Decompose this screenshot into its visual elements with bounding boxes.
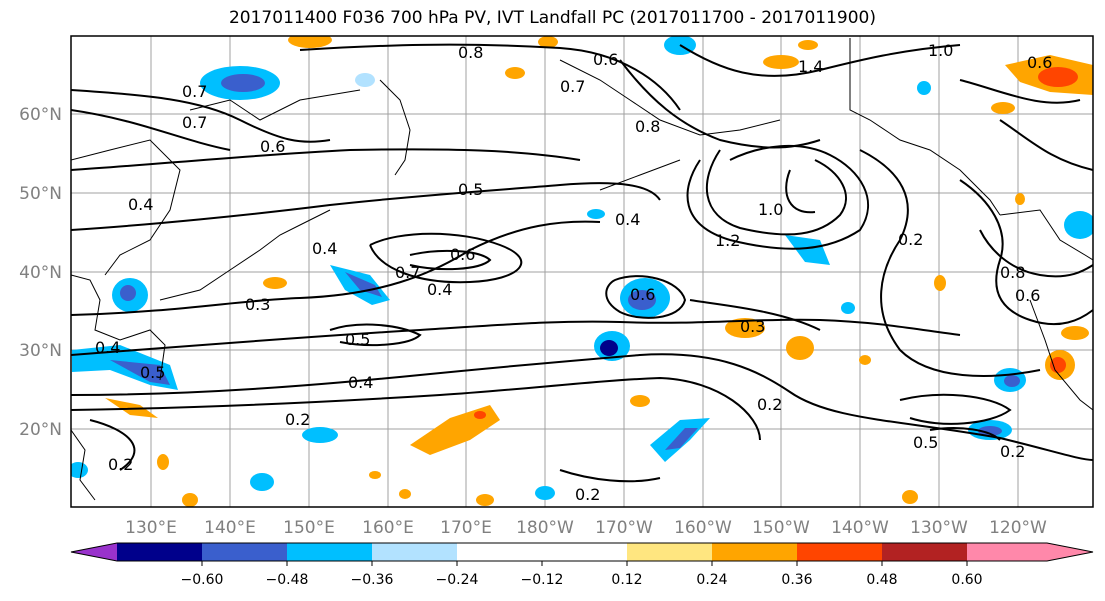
pv-contours — [71, 43, 1093, 483]
colorbar-tick-label: −0.12 — [521, 572, 564, 588]
contour-label: 0.4 — [128, 195, 153, 214]
lon-tick-label: 120°W — [989, 518, 1047, 538]
colorbar-tick-label: −0.36 — [351, 572, 394, 588]
lon-tick-label: 150°W — [752, 518, 810, 538]
contour-label: 0.7 — [395, 263, 420, 282]
contour-label: 0.4 — [348, 373, 373, 392]
colorbar-outline — [70, 542, 1094, 562]
contour-label: 0.6 — [1015, 286, 1040, 305]
latitude-axis: 60°N 50°N 40°N 30°N 20°N — [19, 105, 62, 440]
positive-anomaly — [288, 36, 332, 48]
contour-label: 0.6 — [260, 137, 285, 156]
lon-tick-label: 140°W — [831, 518, 889, 538]
colorbar-bin — [967, 543, 1047, 561]
contour-label: 0.4 — [312, 239, 337, 258]
lon-tick-label: 130°E — [125, 518, 177, 538]
contour-label: 1.2 — [715, 231, 740, 250]
shaded-anomalies — [71, 36, 1093, 507]
contour-label: 0.2 — [1000, 442, 1025, 461]
lat-tick-label: 60°N — [19, 105, 62, 125]
contour-label: 1.0 — [758, 200, 783, 219]
contour-label: 0.2 — [108, 455, 133, 474]
contour-label: 0.4 — [615, 210, 640, 229]
contour-label: 0.2 — [898, 230, 923, 249]
map-title: 2017011400 F036 700 hPa PV, IVT Landfall… — [228, 8, 876, 28]
contour-label: 0.2 — [757, 395, 782, 414]
colorbar-bin — [117, 543, 202, 561]
colorbar-bin — [372, 543, 457, 561]
contour-label: 0.7 — [560, 77, 585, 96]
colorbar-extend-high — [1047, 543, 1093, 561]
contour-label: 0.4 — [427, 280, 452, 299]
colorbar-extend-low — [71, 543, 117, 561]
contour-label: 0.8 — [458, 43, 483, 62]
colorbar-tick-label: 0.24 — [696, 572, 727, 588]
contour-label: 0.7 — [182, 113, 207, 132]
colorbar-tick-label: −0.24 — [436, 572, 479, 588]
lon-tick-label: 150°E — [283, 518, 335, 538]
contour-label: 0.4 — [95, 338, 120, 357]
contour-label: 0.6 — [450, 245, 475, 264]
contour-label: 0.5 — [458, 180, 483, 199]
contour-label: 1.4 — [798, 57, 823, 76]
lon-tick-label: 170°W — [595, 518, 653, 538]
lat-tick-label: 40°N — [19, 263, 62, 283]
contour-label: 0.2 — [285, 410, 310, 429]
colorbar-tick-label: 0.36 — [781, 572, 812, 588]
lon-tick-label: 160°W — [674, 518, 732, 538]
colorbar-tick-label: −0.48 — [266, 572, 309, 588]
lon-tick-label: 140°E — [204, 518, 256, 538]
colorbar-tick-label: −0.60 — [181, 572, 224, 588]
contour-labels: 0.8 0.6 0.7 1.4 1.0 0.6 0.7 0.7 0.6 0.8 … — [95, 41, 1052, 504]
colorbar-bin — [287, 543, 372, 561]
lon-tick-label: 170°E — [440, 518, 492, 538]
colorbar-bin — [882, 543, 967, 561]
lat-tick-label: 50°N — [19, 184, 62, 204]
longitude-axis: 130°E 140°E 150°E 160°E 170°E 180°W 170°… — [125, 518, 1047, 538]
contour-label: 0.6 — [593, 50, 618, 69]
colorbar-bin — [797, 543, 882, 561]
map-border — [70, 35, 1094, 508]
contour-label: 0.2 — [575, 485, 600, 504]
contour-label: 0.6 — [1027, 53, 1052, 72]
colorbar: −0.60 −0.48 −0.36 −0.24 −0.12 0.12 0.24 … — [70, 542, 1094, 588]
lon-tick-label: 160°E — [362, 518, 414, 538]
lat-tick-label: 20°N — [19, 420, 62, 440]
contour-label: 1.0 — [928, 41, 953, 60]
lon-tick-label: 180°W — [516, 518, 574, 538]
lat-tick-label: 30°N — [19, 341, 62, 361]
contour-label: 0.8 — [635, 117, 660, 136]
contour-label: 0.8 — [1000, 263, 1025, 282]
contour-label: 0.3 — [245, 295, 270, 314]
colorbar-tick-label: 0.48 — [866, 572, 897, 588]
colorbar-bin — [202, 543, 287, 561]
contour-label: 0.5 — [345, 330, 370, 349]
contour-label: 0.6 — [630, 285, 655, 304]
colorbar-bin — [627, 543, 712, 561]
contour-label: 0.7 — [182, 82, 207, 101]
lon-tick-label: 130°W — [910, 518, 968, 538]
contour-label: 0.5 — [140, 363, 165, 382]
contour-label: 0.3 — [740, 317, 765, 336]
contour-label: 0.5 — [913, 433, 938, 452]
colorbar-bin — [457, 543, 627, 561]
colorbar-tick-label: 0.60 — [951, 572, 982, 588]
coastlines — [71, 38, 1093, 501]
colorbar-bin — [712, 543, 797, 561]
colorbar-tick-label: 0.12 — [611, 572, 642, 588]
